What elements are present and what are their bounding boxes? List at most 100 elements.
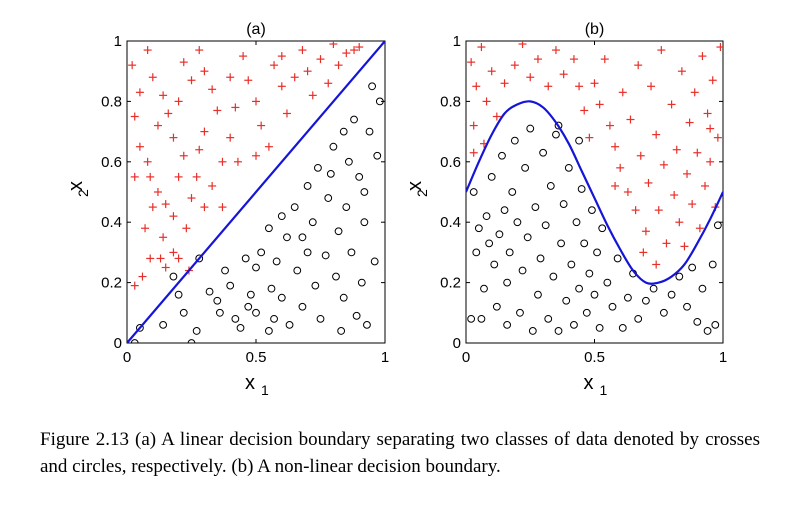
cross-marker xyxy=(130,172,139,181)
cross-marker xyxy=(244,76,253,85)
circle-marker xyxy=(575,136,583,145)
cross-marker xyxy=(135,88,144,97)
cross-marker xyxy=(141,224,150,233)
circle-marker xyxy=(590,290,599,299)
cross-marker xyxy=(644,178,653,187)
circle-marker xyxy=(174,290,183,299)
circle-marker xyxy=(474,224,483,233)
y-axis-label-subscript: 2 xyxy=(75,189,91,197)
circle-marker xyxy=(549,272,558,281)
x-axis-label-subscript: 1 xyxy=(261,382,269,398)
circle-marker xyxy=(469,188,478,196)
cross-marker xyxy=(143,46,152,55)
chart-title: (b) xyxy=(585,21,605,38)
cross-marker xyxy=(146,172,155,181)
circle-marker xyxy=(221,266,229,275)
circle-marker xyxy=(252,263,260,272)
cross-marker xyxy=(706,124,715,133)
cross-marker xyxy=(657,46,666,55)
circle-marker xyxy=(523,233,532,242)
circle-marker xyxy=(675,272,684,281)
cross-marker xyxy=(159,233,168,242)
cross-marker xyxy=(200,203,209,212)
y-tick-label: 0.8 xyxy=(440,93,461,110)
circle-marker xyxy=(593,248,601,257)
cross-marker xyxy=(611,181,620,190)
cross-marker xyxy=(138,272,147,281)
cross-marker xyxy=(200,67,209,76)
circle-marker xyxy=(339,127,348,136)
cross-marker xyxy=(580,106,589,115)
circle-marker xyxy=(472,248,481,257)
circle-marker xyxy=(360,188,369,196)
circle-marker xyxy=(688,263,697,272)
circle-marker xyxy=(510,136,519,145)
circle-marker xyxy=(326,169,335,178)
circle-marker xyxy=(683,302,691,311)
cross-marker xyxy=(631,206,640,215)
circle-marker xyxy=(667,290,676,299)
circle-marker xyxy=(272,257,281,266)
circle-marker xyxy=(508,188,517,196)
cross-marker xyxy=(159,91,168,100)
circle-marker xyxy=(557,239,565,248)
cross-marker xyxy=(616,163,625,172)
circle-marker xyxy=(187,339,196,343)
cross-marker xyxy=(693,148,702,157)
circle-marker xyxy=(698,284,707,293)
circle-marker xyxy=(595,324,604,332)
cross-marker xyxy=(716,43,723,52)
y-tick-label: 0.4 xyxy=(101,214,122,231)
data-points xyxy=(128,41,384,343)
chart-title: (a) xyxy=(246,21,266,38)
circle-marker xyxy=(531,203,540,212)
circle-marker xyxy=(357,278,366,287)
cross-marker xyxy=(164,109,173,118)
circle-marker xyxy=(546,182,555,190)
circle-marker xyxy=(311,281,320,290)
cross-marker xyxy=(277,52,286,61)
circle-marker xyxy=(192,327,201,335)
cross-marker xyxy=(334,61,343,70)
circle-marker xyxy=(693,317,702,326)
cross-marker xyxy=(688,200,697,209)
circle-marker xyxy=(303,248,312,257)
cross-marker xyxy=(626,115,635,124)
cross-marker xyxy=(350,46,359,55)
y-tick-label: 0.2 xyxy=(101,275,122,292)
circle-marker xyxy=(588,206,596,215)
circle-marker xyxy=(485,239,494,248)
cross-marker xyxy=(477,43,486,52)
x-axis-label: x xyxy=(584,372,594,394)
circle-marker xyxy=(559,200,568,208)
circle-marker xyxy=(213,296,222,305)
cross-marker xyxy=(623,188,632,196)
cross-marker xyxy=(146,254,155,263)
cross-marker xyxy=(226,133,235,142)
cross-marker xyxy=(618,88,627,97)
cross-marker xyxy=(252,151,260,160)
cross-marker xyxy=(169,133,178,142)
cross-marker xyxy=(670,191,679,200)
cross-marker xyxy=(487,67,496,76)
y-axis-label-group: x2 xyxy=(65,181,91,197)
cross-marker xyxy=(659,160,668,169)
cross-marker xyxy=(518,41,527,49)
circle-marker xyxy=(298,233,307,242)
circle-marker xyxy=(337,327,346,335)
circle-marker xyxy=(277,212,286,221)
circle-marker xyxy=(246,290,255,299)
circle-marker xyxy=(480,284,488,293)
cross-marker xyxy=(600,55,609,64)
circle-marker xyxy=(503,278,512,287)
cross-marker xyxy=(290,73,299,82)
circle-marker xyxy=(618,324,627,332)
circle-marker xyxy=(554,327,563,335)
circle-marker xyxy=(347,248,356,257)
cross-marker xyxy=(708,76,717,85)
y-tick-label: 0.2 xyxy=(440,275,461,292)
circle-marker xyxy=(270,314,278,323)
cross-marker xyxy=(226,73,235,82)
circle-marker xyxy=(136,324,144,332)
circle-marker xyxy=(298,302,307,311)
